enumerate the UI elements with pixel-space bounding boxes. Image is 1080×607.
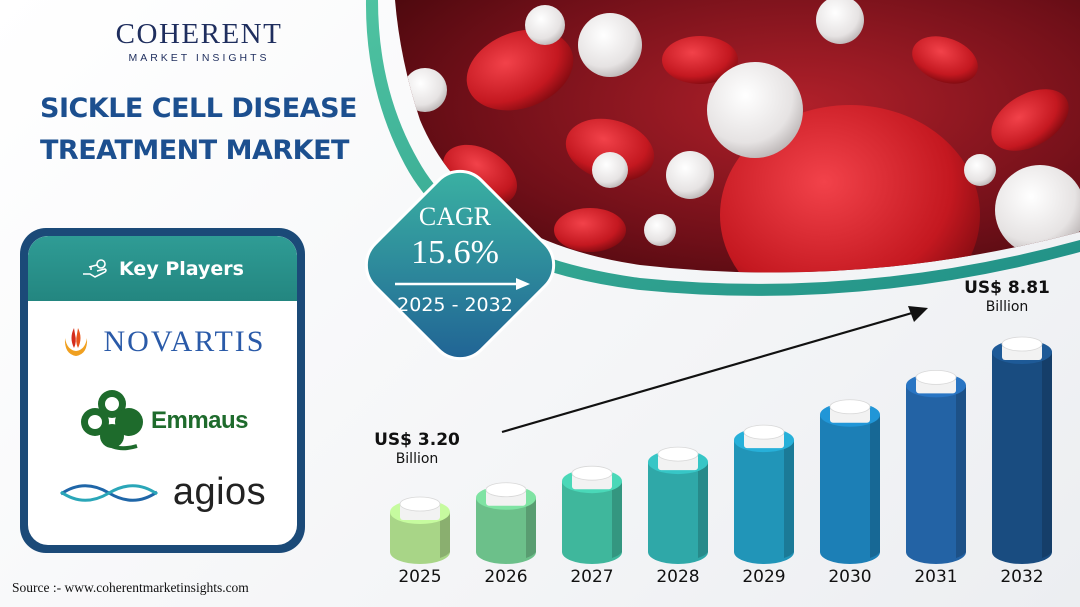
bar-2028 — [648, 462, 708, 564]
logo-sub-text: MARKET INSIGHTS — [128, 52, 270, 64]
player-agios: agios — [28, 471, 297, 514]
start-value-unit: Billion — [395, 451, 439, 467]
bar-cap-top-2029 — [743, 424, 785, 440]
novartis-wordmark: NOVARTIS — [103, 325, 266, 358]
end-value-label: US$ 8.81 Billion — [962, 278, 1052, 315]
x-tick-label-2031: 2031 — [914, 567, 957, 587]
bar-2027 — [562, 481, 622, 564]
bar-shade-2028 — [698, 462, 708, 558]
cagr-value: 15.6% — [411, 234, 499, 271]
bar-cap-top-2027 — [571, 465, 613, 481]
bar-2026 — [476, 497, 536, 564]
bar-2030 — [820, 414, 880, 564]
key-players-header: Key Players — [28, 236, 297, 301]
bar-2032 — [992, 352, 1052, 564]
bar-cap-top-2028 — [657, 446, 699, 462]
trend-arrow-line — [501, 311, 913, 434]
bar-2031 — [906, 385, 966, 564]
bar-shade-2027 — [612, 481, 622, 558]
start-value-label: US$ 3.20 Billion — [372, 430, 462, 467]
x-tick-label-2030: 2030 — [828, 567, 871, 587]
key-players-inner: Key Players NOVARTIS Emmaus — [28, 236, 297, 545]
novartis-flame-icon — [65, 328, 88, 356]
cagr-label: CAGR — [418, 202, 492, 231]
player-novartis: NOVARTIS — [28, 324, 297, 360]
bar-shade-2030 — [870, 414, 880, 558]
x-tick-label-2025: 2025 — [398, 567, 441, 587]
x-tick-label-2028: 2028 — [656, 567, 699, 587]
agios-wave-icon — [59, 483, 158, 502]
bar-shade-2031 — [956, 385, 966, 558]
bar-shade-2025 — [440, 512, 450, 558]
emmaus-wordmark: Emmaus — [150, 407, 249, 434]
bar-shade-2026 — [526, 497, 536, 558]
end-value-unit: Billion — [985, 299, 1029, 315]
key-hand-icon — [83, 258, 107, 278]
key-players-heading: Key Players — [119, 257, 244, 280]
x-tick-label-2027: 2027 — [570, 567, 613, 587]
source-credit: Source :- www.coherentmarketinsights.com — [12, 580, 249, 595]
bar-cap-top-2026 — [485, 482, 527, 498]
logo-main-text: COHERENT — [115, 18, 283, 50]
cagr-period: 2025 - 2032 — [397, 294, 513, 316]
bar-shade-2032 — [1042, 352, 1052, 558]
bar-2029 — [734, 440, 794, 564]
trend-arrow-head — [908, 306, 928, 322]
bar-cap-top-2030 — [829, 399, 871, 415]
agios-wordmark: agios — [172, 471, 267, 513]
cagr-badge: CAGR 15.6% 2025 - 2032 — [355, 172, 555, 362]
title-line-1: SICKLE CELL DISEASE — [40, 93, 357, 124]
bar-2025 — [390, 512, 450, 564]
bar-cap-top-2032 — [1001, 336, 1043, 352]
bar-cap-top-2025 — [399, 496, 441, 512]
player-emmaus: Emmaus — [28, 386, 297, 456]
emmaus-clover-icon — [80, 390, 143, 451]
title-line-2: TREATMENT MARKET — [40, 135, 349, 166]
company-logo: COHERENT MARKET INSIGHTS — [104, 18, 294, 65]
bar-shade-2029 — [784, 440, 794, 558]
bar-cap-top-2031 — [915, 369, 957, 385]
key-players-card: Key Players NOVARTIS Emmaus — [20, 228, 305, 553]
page-title: SICKLE CELL DISEASE TREATMENT MARKET — [40, 88, 357, 172]
start-value-amount: US$ 3.20 — [374, 430, 460, 450]
x-tick-label-2032: 2032 — [1000, 567, 1043, 587]
x-tick-label-2026: 2026 — [484, 567, 527, 587]
end-value-amount: US$ 8.81 — [964, 278, 1050, 298]
x-tick-label-2029: 2029 — [742, 567, 785, 587]
